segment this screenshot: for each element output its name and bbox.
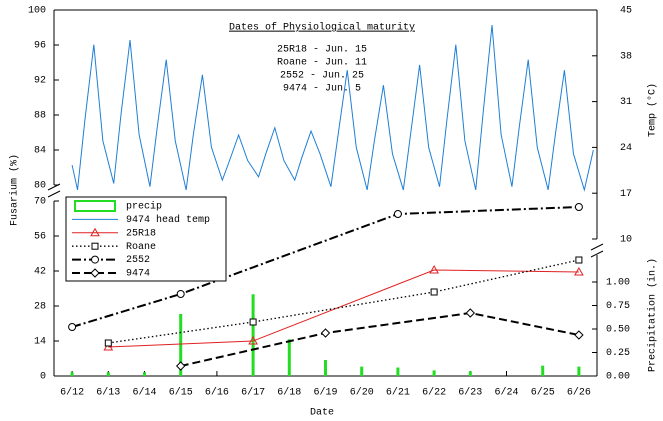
marker: [575, 256, 583, 264]
y-tick-label: 84: [34, 146, 46, 157]
break-mark: [47, 190, 61, 198]
marker: [90, 227, 100, 237]
annotation-line: 25R18 - Jun. 15: [277, 45, 367, 56]
x-axis-label: Date: [310, 408, 334, 419]
y2-tick-label: 31: [620, 97, 632, 108]
marker: [68, 323, 77, 331]
marker: [175, 361, 186, 371]
precip-bar: [179, 313, 183, 376]
marker: [104, 339, 112, 347]
break-mark: [590, 243, 604, 251]
y-axis-label: Fusarium (%): [9, 154, 21, 226]
y-tick-label: 96: [34, 41, 46, 52]
marker: [248, 335, 258, 345]
x-tick-label: 6/14: [132, 387, 156, 399]
annotation-line: Roane - Jun. 11: [277, 58, 367, 69]
series-line: [108, 269, 579, 348]
y2-tick-label: 24: [620, 143, 632, 154]
x-tick-label: 6/17: [241, 387, 265, 399]
precip-bar: [251, 294, 255, 376]
x-tick-label: 6/16: [205, 387, 229, 399]
legend-label: Roane: [126, 242, 156, 253]
x-tick-label: 6/18: [277, 387, 301, 399]
annotation-line: 9474 - Jun. 5: [283, 84, 361, 95]
series-line: [71, 206, 579, 328]
y2-tick-label: 45: [620, 6, 632, 17]
y-tick-label: 14: [34, 337, 46, 348]
x-tick-label: 6/13: [96, 387, 120, 399]
precip-bar: [70, 372, 74, 376]
precip-bar: [143, 372, 146, 376]
y-tick-label: 0: [40, 372, 46, 383]
x-tick-label: 6/25: [531, 387, 555, 399]
y3-tick-label: 0.00: [606, 372, 630, 383]
y-tick-label: 100: [28, 6, 46, 17]
annotation-title: Dates of Physiological maturity: [229, 22, 415, 34]
y3-tick-label: 1.00: [606, 278, 630, 289]
marker: [574, 330, 584, 340]
marker: [465, 308, 476, 318]
precip-bar: [468, 371, 472, 376]
y-tick-label: 56: [34, 232, 46, 243]
y-tick-label: 88: [34, 111, 46, 122]
precip-bar: [432, 370, 436, 376]
marker: [176, 290, 185, 298]
precip-bar: [106, 372, 110, 376]
precip-bar: [324, 360, 327, 376]
legend-swatch: [74, 200, 116, 212]
y3-axis-label: Precipitation (in.): [647, 258, 659, 372]
precip-bar: [541, 365, 545, 376]
marker: [91, 255, 99, 264]
y2-tick-label: 38: [620, 51, 632, 62]
x-tick-label: 6/19: [313, 387, 337, 399]
marker: [429, 264, 439, 274]
y-tick-label: 80: [34, 181, 46, 192]
y2-tick-label: 10: [620, 235, 632, 246]
precip-bar: [396, 367, 400, 376]
x-tick-label: 6/21: [386, 387, 410, 399]
break-mark: [590, 250, 604, 258]
legend-label: precip: [126, 201, 162, 213]
y-tick-label: 28: [34, 302, 46, 313]
x-tick-label: 6/24: [494, 387, 518, 399]
marker: [320, 328, 331, 338]
y3-tick-label: 0.25: [606, 348, 630, 359]
series-line: [71, 24, 594, 192]
x-tick-label: 6/12: [60, 387, 84, 399]
y3-tick-label: 0.50: [606, 325, 630, 336]
series-line: [180, 311, 580, 367]
series-line: [108, 259, 580, 344]
marker: [430, 288, 438, 296]
y-tick-label: 70: [34, 197, 46, 208]
x-tick-label: 6/15: [169, 387, 193, 399]
legend-label: 9474: [126, 269, 150, 280]
precip-bar: [287, 339, 291, 376]
x-tick-label: 6/22: [422, 387, 446, 399]
marker: [91, 242, 99, 250]
marker: [574, 266, 584, 276]
marker: [249, 318, 257, 326]
marker: [90, 268, 100, 278]
x-tick-label: 6/20: [350, 387, 374, 399]
x-tick-label: 6/23: [458, 387, 482, 399]
annotation-line: 2552 - Jun. 25: [280, 71, 364, 82]
y-tick-label: 92: [34, 76, 46, 87]
marker: [574, 203, 583, 211]
x-tick-label: 6/26: [567, 387, 591, 399]
y3-tick-label: 0.75: [606, 301, 630, 312]
marker: [393, 210, 402, 218]
y2-axis-label: Temp (°C): [647, 83, 659, 137]
legend-label: 9474 head temp: [126, 214, 210, 226]
precip-bar: [577, 366, 581, 376]
y-tick-label: 42: [34, 267, 46, 278]
legend-label: 25R18: [126, 228, 156, 239]
legend-label: 2552: [126, 255, 150, 266]
y2-tick-label: 17: [620, 189, 632, 200]
precip-bar: [360, 366, 364, 376]
